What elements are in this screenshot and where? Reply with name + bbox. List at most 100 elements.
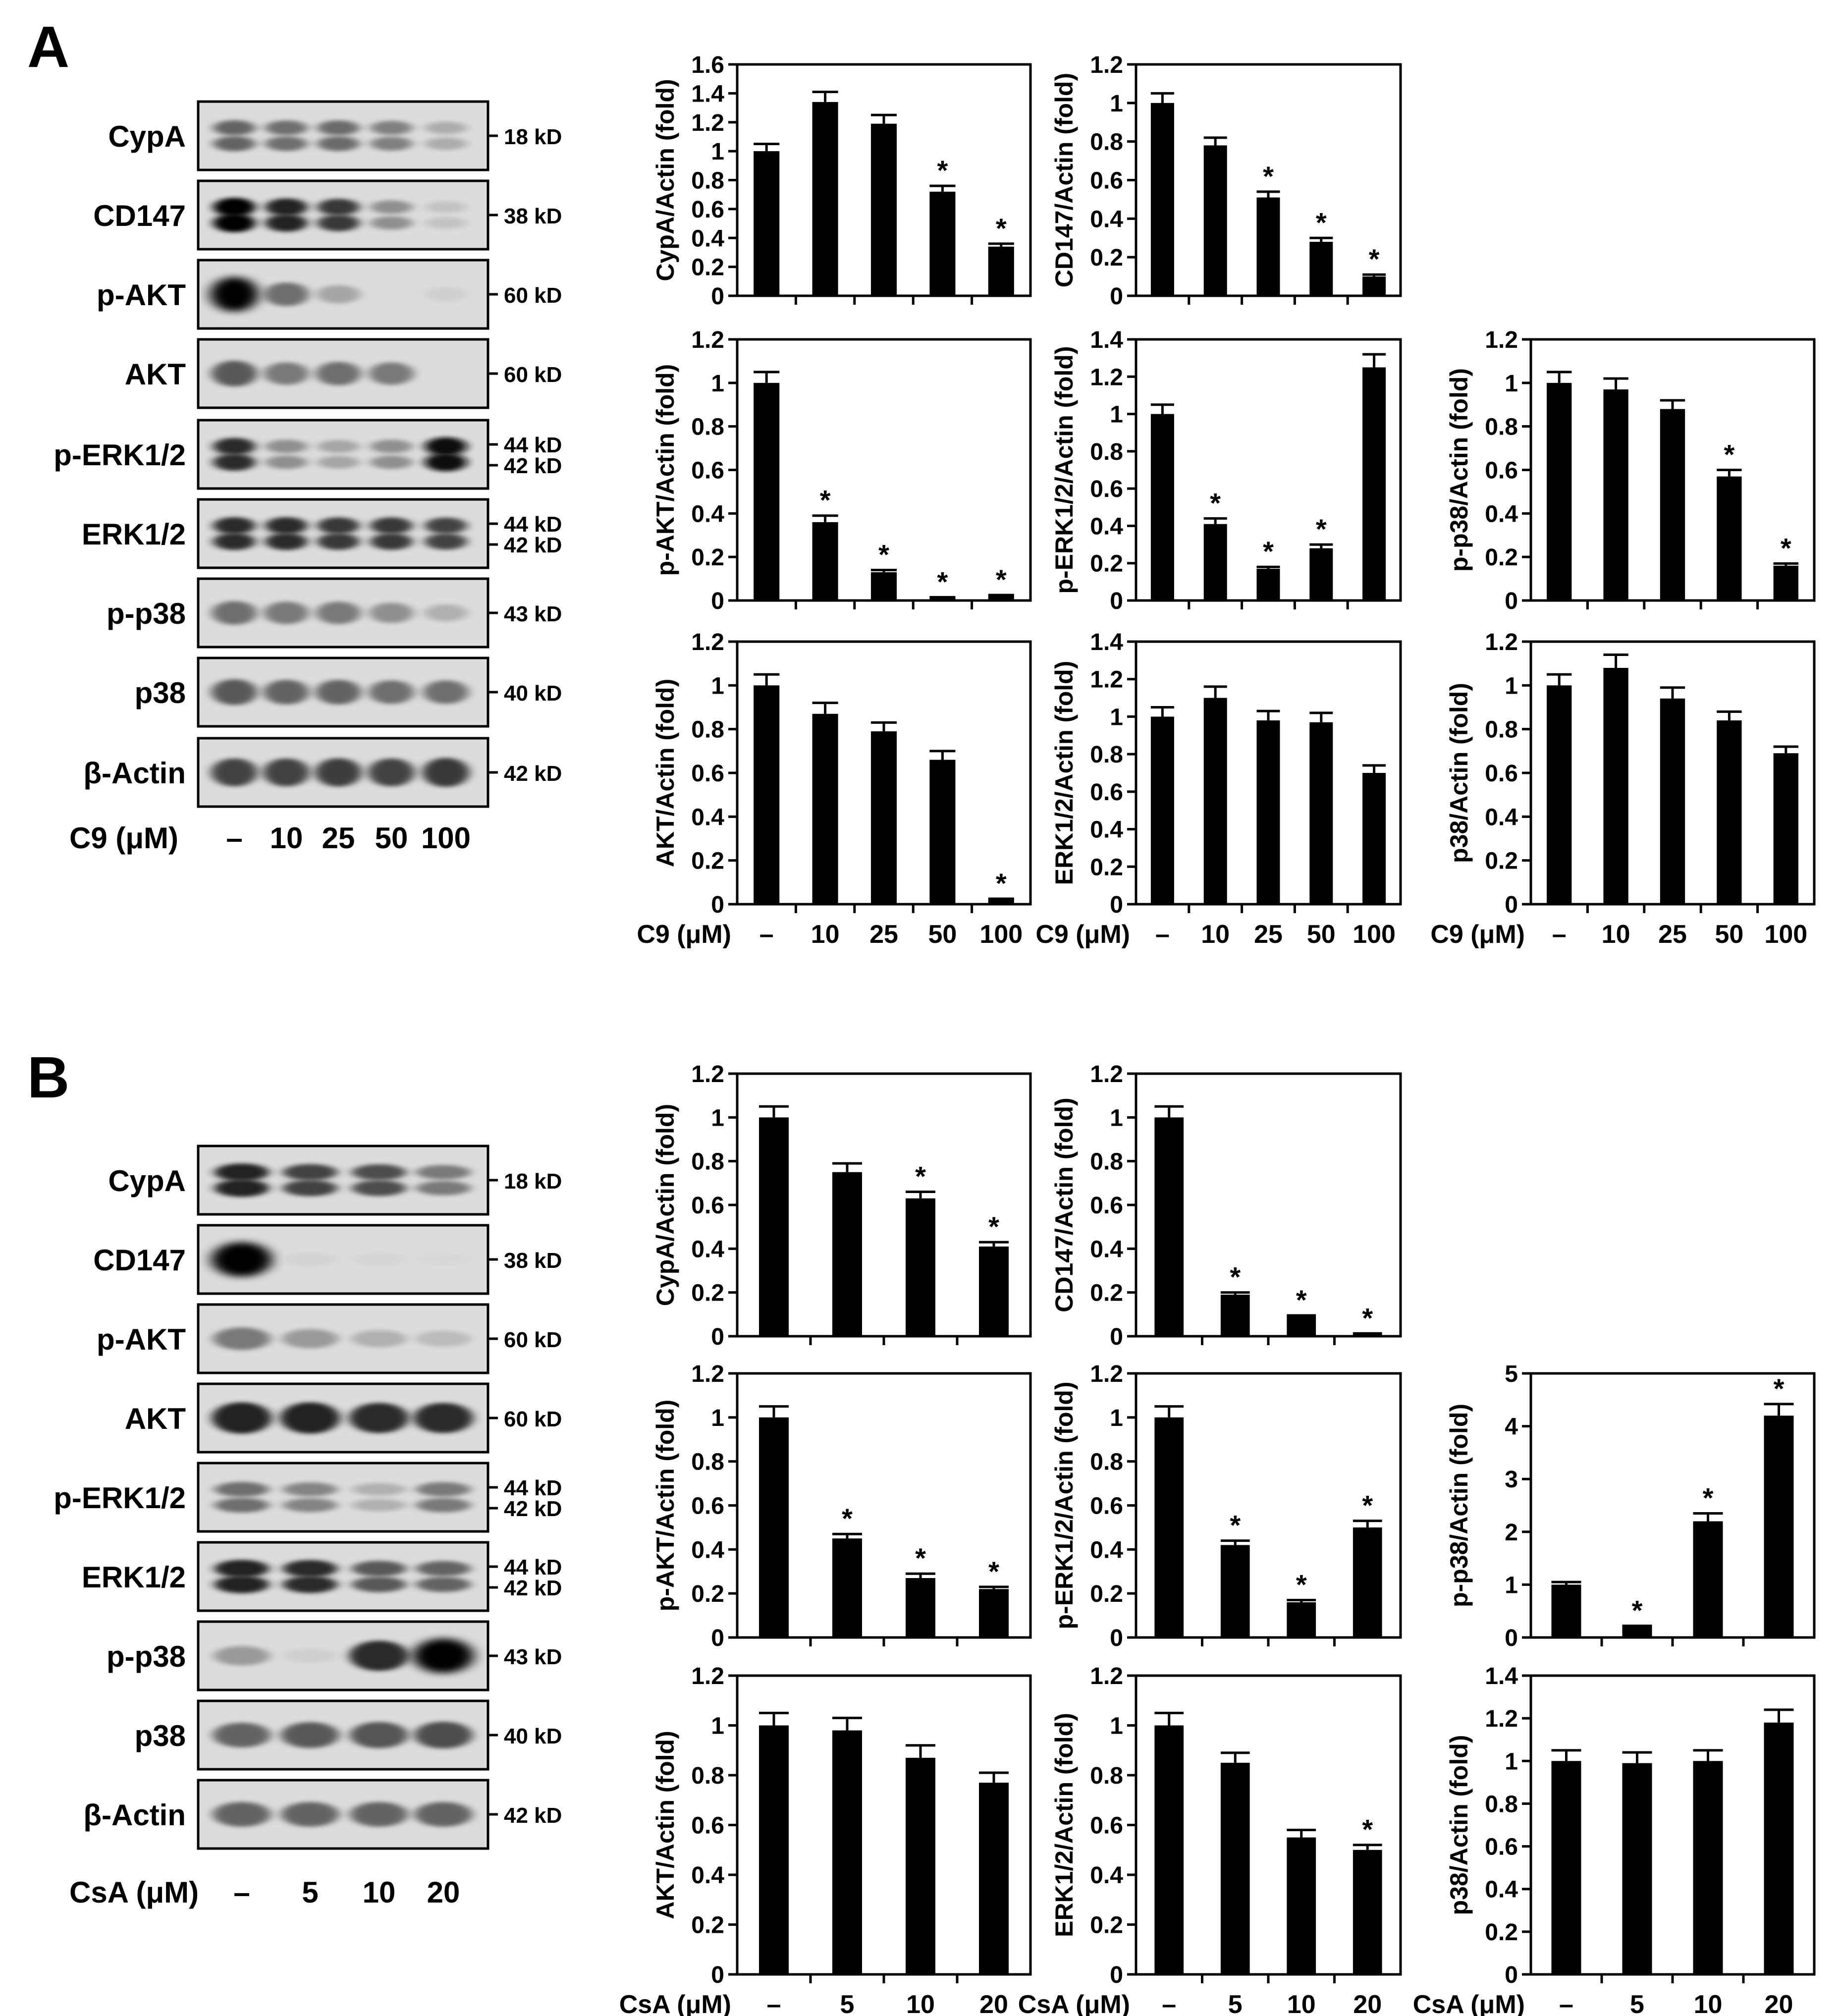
chart-b-erk1-2-actin-fold: 0 0.2 0.4 0.6 0.8 1 1.2 * ERK1/2/Actin (fold) CsA… [1018,1663,1402,2016]
blot-band [370,517,413,534]
size-label: 43 kD [504,602,562,626]
blot-band [352,1561,406,1577]
blot-band [424,604,468,622]
blot-row-akt: AKT 60 kD [125,338,562,409]
blot-label: p38 [135,676,186,709]
y-tick-label: 0.4 [1090,817,1123,843]
blot-label: p-p38 [107,1640,186,1673]
y-tick-label: 1 [1505,371,1518,397]
y-tick-label: 0.2 [1090,1581,1123,1607]
bar [929,191,956,296]
chart-a-cypa-actin-fold: 00.2 0.40.6 0.8 1 1.2 1.4 1.6 * * CypA/Actin (fol… [651,52,1032,310]
bar [1256,197,1280,296]
y-tick-label: 0.4 [1090,513,1123,540]
y-axis-label: CD147/Actin (fold) [1050,1097,1078,1312]
blot-row-p-akt: p-AKT 60 kD [97,259,562,330]
chart-b-p-p38-actin-fold: 0 1 2 3 4 5 * * * p-p38/Actin (fold) [1445,1361,1816,1651]
y-tick-label: 0 [1110,283,1123,310]
y-tick-label: 0.8 [691,717,724,743]
blot-band [264,282,309,306]
bar [870,123,897,296]
significance-marker: * [915,1161,926,1192]
x-tick-label: 10 [906,1990,935,2016]
bar [1150,716,1174,904]
blot-band [352,1577,406,1592]
x-axis-label: C9 (μM) [1035,920,1130,949]
y-tick-label: 0.4 [1090,206,1123,232]
blot-band [265,533,308,550]
blot-band [215,1498,269,1513]
x-tick-label: 5 [1228,1990,1243,2016]
y-tick-label: 1.4 [1485,1663,1518,1689]
y-axis-label: AKT/Actin (fold) [651,1731,679,1919]
bar [1547,685,1572,904]
size-label: 18 kD [504,1169,562,1194]
blot-band [416,1165,471,1180]
chart-b-cypa-actin-fold: 0 0.2 0.4 0.6 0.8 1 1.2 * * CypA/Actin (fold) [651,1061,1032,1350]
blot-band [316,601,361,624]
y-tick-label: 0.4 [691,1862,724,1889]
significance-marker: * [842,1503,853,1534]
blot-band [317,533,360,550]
y-tick-label: 1 [1110,1105,1123,1131]
lane-label: 20 [427,1876,460,1909]
y-axis-label: CypA/Actin (fold) [651,79,679,281]
x-axis-label: CsA (μM) [1413,1990,1525,2016]
bar [929,598,956,600]
blot-row-p38: p38 40 kD [135,1699,562,1771]
blot-band [283,1498,337,1513]
bar [1773,565,1798,600]
y-axis-label: p-ERK1/2/Actin (fold) [1050,1382,1078,1630]
x-axis-label: CsA (μM) [1018,1990,1130,2016]
blot-label: p-ERK1/2 [54,438,186,472]
blot-band [352,1499,406,1512]
blot-band [414,1403,473,1433]
y-tick-label: 1.2 [1485,629,1518,655]
y-tick-label: 1 [711,139,724,165]
blot-band [212,1242,272,1277]
x-tick-label: 10 [1602,920,1630,949]
y-tick-label: 3 [1505,1467,1518,1493]
y-tick-label: 0.8 [691,1149,724,1175]
blot-band [317,285,360,304]
lane-label: 5 [302,1876,318,1909]
bar [1256,720,1280,904]
chart-a-p38-actin-fold: 0 0.2 0.4 0.6 0.8 1 1.2 p38/Actin (fold) C9 (μM)… [1430,629,1816,949]
y-tick-label: 0.2 [1090,551,1123,577]
chart-b-cd147-actin-fold: 0 0.2 0.4 0.6 0.8 1 1.2 * * * CD147/Actin (fold) [1050,1061,1402,1350]
blot-frame [197,1541,489,1612]
blot-label: ERK1/2 [82,1561,186,1594]
y-tick-label: 1 [1110,704,1123,730]
y-tick-label: 0.6 [1485,761,1518,787]
y-tick-label: 4 [1505,1414,1518,1440]
treatment-label: C9 (μM) [69,821,178,855]
y-tick-label: 0.8 [691,168,724,194]
blot-row-actin: β-Actin 42 kD [83,737,562,808]
blot-band [416,1181,471,1196]
significance-marker: * [1210,487,1221,518]
bar [906,1578,935,1637]
y-tick-label: 1.2 [691,1361,724,1387]
significance-marker: * [937,155,948,186]
y-tick-label: 0.8 [691,1449,724,1475]
x-tick-label: 100 [1353,920,1396,949]
y-axis-label: p-AKT/Actin (fold) [651,1400,679,1612]
blot-band [349,1403,409,1433]
blot-band [215,1163,269,1181]
blot-band [416,1253,471,1266]
blot-band [425,437,467,456]
bar [832,1538,862,1637]
blot-band [265,455,308,469]
significance-marker: * [1230,1261,1241,1293]
y-tick-label: 0.8 [1090,1449,1123,1475]
y-tick-label: 0.2 [1485,848,1518,874]
blot-panel-a: CypA 18 kD CD147 38 kD p-AKT 60 kD AKT 60 kD p-E… [54,100,562,855]
y-tick-label: 0 [1110,1625,1123,1651]
lane-label: 10 [270,821,303,855]
blot-frame [197,1462,489,1533]
blot-label: p38 [135,1719,186,1752]
blot-band [316,679,361,705]
significance-marker: * [915,1542,926,1574]
